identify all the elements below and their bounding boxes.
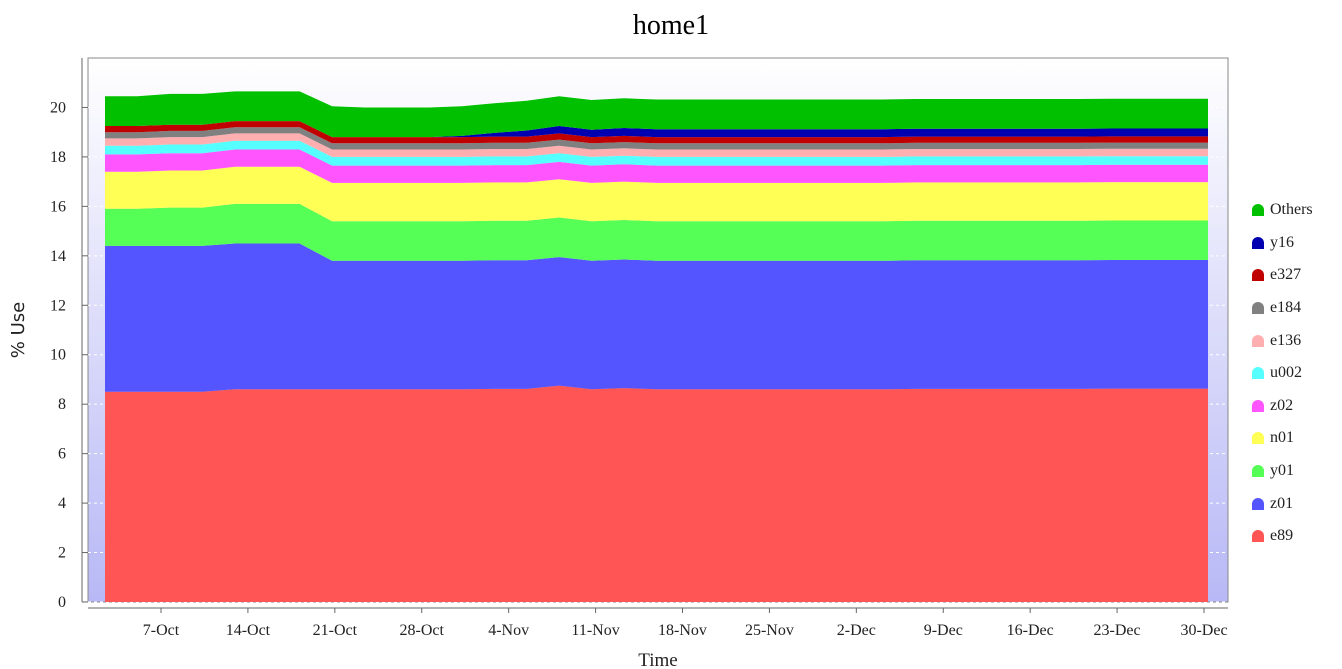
legend-item-e89: e89	[1252, 520, 1338, 553]
series-area-e184	[105, 127, 1208, 150]
legend-item-e136: e136	[1252, 324, 1338, 357]
y-tick-label: 10	[50, 347, 66, 364]
y-tick-label: 20	[50, 99, 66, 116]
legend-label: y16	[1270, 233, 1294, 251]
series-area-others	[105, 91, 1208, 138]
x-tick-label: 11-Nov	[571, 622, 619, 639]
legend-swatch	[1252, 399, 1264, 412]
legend-label: z02	[1270, 396, 1294, 414]
legend-item-z02: z02	[1252, 390, 1338, 423]
x-tick-label: 9-Dec	[924, 622, 963, 639]
series-area-y16	[105, 121, 1208, 138]
legend-item-y16: y16	[1252, 227, 1338, 260]
legend-label: Others	[1270, 201, 1313, 219]
chart-title: home1	[632, 10, 710, 41]
legend-swatch	[1252, 334, 1264, 347]
x-tick-label: 21-Oct	[313, 622, 358, 639]
x-tick-label: 25-Nov	[745, 622, 794, 639]
y-tick-label: 12	[50, 297, 66, 314]
legend-label: e184	[1270, 299, 1302, 317]
legend-swatch	[1252, 204, 1264, 217]
legend-label: e136	[1270, 331, 1302, 349]
series-area-z01	[105, 243, 1208, 392]
legend: Others y16 e327 e184 e136 u002 z02 n01 y01 z01 e89	[1252, 194, 1338, 553]
legend-item-n01: n01	[1252, 422, 1338, 455]
legend-swatch	[1252, 236, 1264, 249]
y-tick-label: 8	[58, 396, 66, 413]
area-series	[105, 91, 1208, 602]
series-area-z02	[105, 149, 1208, 183]
series-area-e89	[105, 385, 1208, 602]
legend-swatch	[1252, 530, 1264, 543]
y-tick-label: 4	[58, 495, 66, 512]
legend-label: u002	[1270, 364, 1302, 382]
x-tick-label: 23-Dec	[1094, 622, 1141, 639]
y-tick-label: 6	[58, 446, 66, 463]
legend-swatch	[1252, 465, 1264, 478]
legend-swatch	[1252, 367, 1264, 380]
legend-swatch	[1252, 432, 1264, 445]
legend-swatch	[1252, 497, 1264, 510]
x-tick-label: 30-Dec	[1180, 622, 1227, 639]
series-area-n01	[105, 166, 1208, 222]
legend-label: y01	[1270, 462, 1294, 480]
legend-label: e89	[1270, 527, 1294, 545]
legend-label: e327	[1270, 266, 1302, 284]
legend-swatch	[1252, 302, 1264, 315]
x-tick-label: 16-Dec	[1007, 622, 1054, 639]
x-tick-label: 4-Nov	[488, 622, 529, 639]
y-tick-label: 2	[58, 545, 66, 562]
x-tick-label: 14-Oct	[226, 622, 271, 639]
x-tick-label: 18-Nov	[658, 622, 707, 639]
legend-label: z01	[1270, 494, 1294, 512]
series-area-y01	[105, 203, 1208, 261]
y-tick-label: 18	[50, 149, 66, 166]
x-axis-title: Time	[638, 650, 677, 669]
y-tick-label: 16	[50, 198, 66, 215]
legend-label: n01	[1270, 429, 1294, 447]
legend-item-z01: z01	[1252, 487, 1338, 520]
legend-swatch	[1252, 269, 1264, 282]
series-area-e136	[105, 133, 1208, 157]
x-tick-label: 28-Oct	[400, 622, 445, 639]
series-area-e327	[105, 121, 1208, 144]
y-tick-label: 14	[50, 248, 66, 265]
x-tick-label: 7-Oct	[143, 622, 180, 639]
legend-item-y01: y01	[1252, 455, 1338, 488]
y-tick-label: 0	[58, 594, 66, 611]
legend-item-e327: e327	[1252, 259, 1338, 292]
legend-item-u002: u002	[1252, 357, 1338, 390]
x-tick-label: 2-Dec	[837, 622, 876, 639]
legend-item-others: Others	[1252, 194, 1338, 227]
axes: 0 2 4 6 8 10 12 14 16 18 20 7-Oct 14-Oct 21-Oct 28-Oct…	[50, 58, 1228, 639]
legend-item-e184: e184	[1252, 292, 1338, 325]
series-area-u002	[105, 140, 1208, 166]
y-axis-title: % Use	[8, 302, 29, 358]
